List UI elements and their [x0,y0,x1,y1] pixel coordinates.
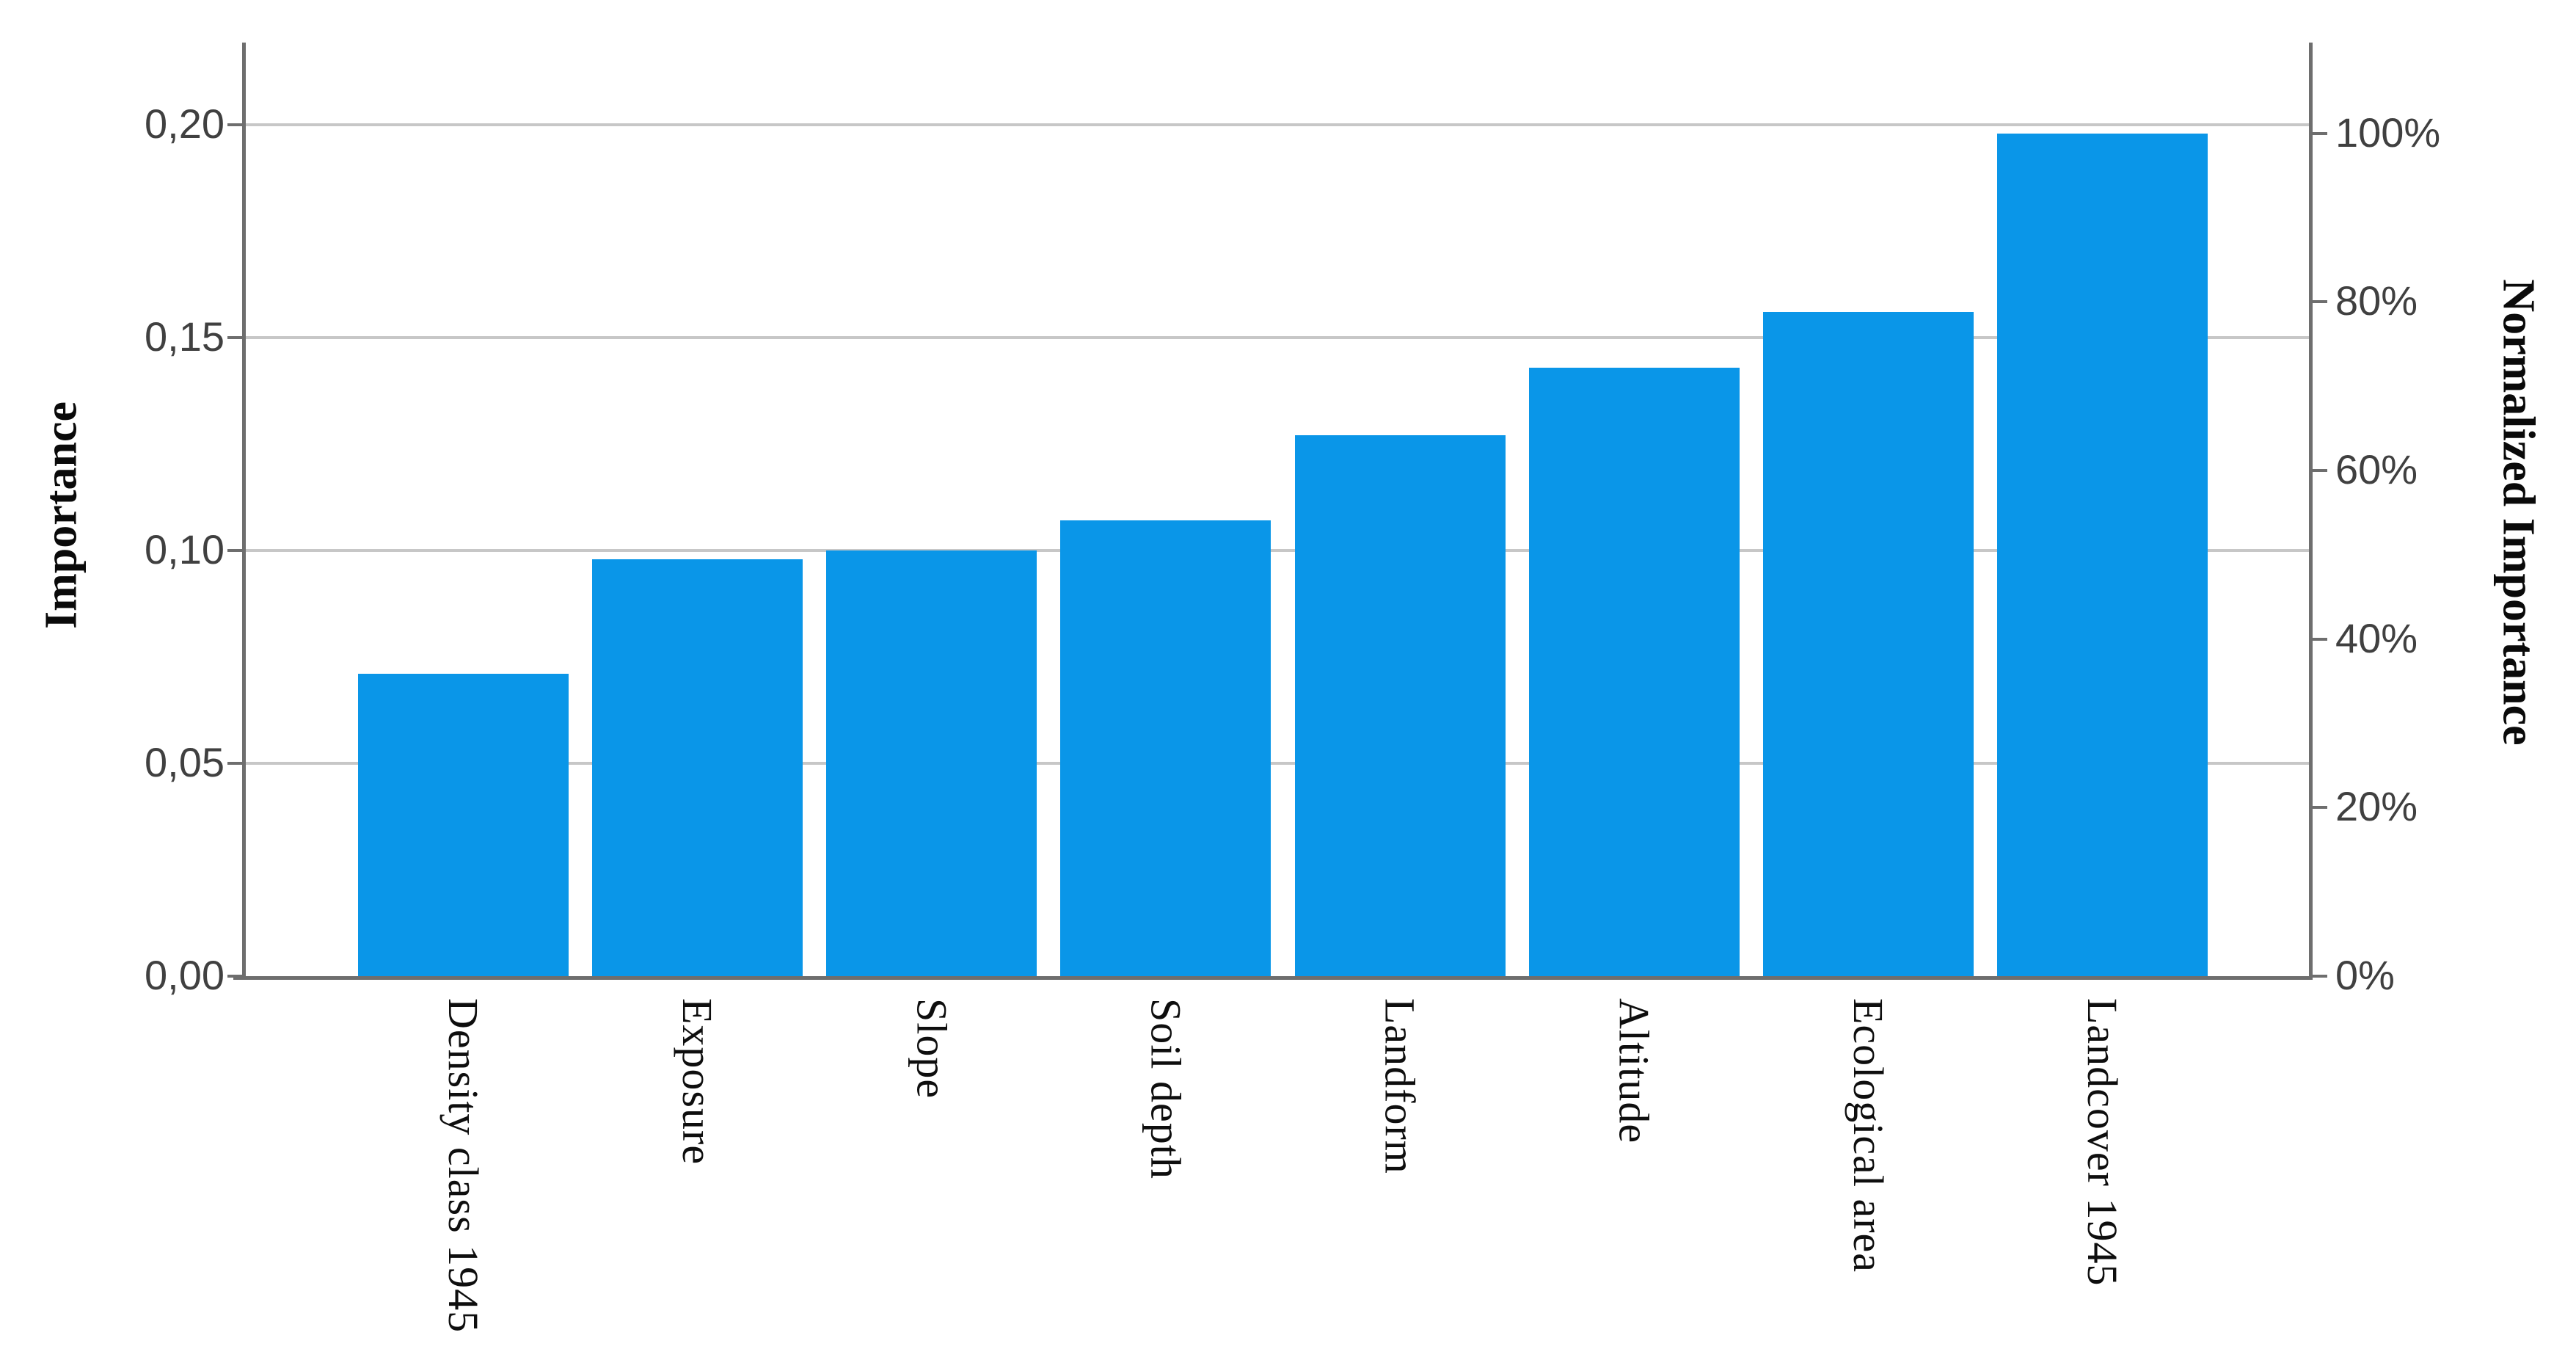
gridline [242,123,2313,126]
gridline [242,336,2313,339]
y-axis-right-line [2309,43,2313,980]
y-right-tick-mark [2313,468,2327,472]
y-right-tick-mark [2313,975,2327,978]
y-right-tick-label: 0% [2335,952,2395,999]
x-category-label: Landcover 1945 [2078,998,2126,1287]
x-category-label: Altitude [1610,998,1658,1144]
y-left-tick-label: 0,20 [145,101,225,148]
bar [1528,367,1740,976]
y-right-tick-mark [2313,637,2327,641]
y-left-tick-label: 0,00 [145,952,225,999]
y-left-tick-mark [227,975,242,978]
y-right-tick-label: 40% [2335,614,2418,661]
bar [592,559,803,976]
y-left-tick-label: 0,05 [145,739,225,786]
bar [1996,133,2208,976]
y-left-tick-label: 0,15 [145,313,225,360]
y-left-tick-mark [227,123,242,126]
y-left-tick-mark [227,549,242,552]
y-left-tick-mark [227,762,242,765]
y-axis-title-right: Normalized Importance [2493,279,2544,746]
x-category-label: Slope [908,998,956,1099]
x-category-label: Soil depth [1142,998,1190,1179]
y-right-tick-mark [2313,300,2327,304]
y-right-tick-label: 100% [2335,109,2441,156]
bar [826,550,1037,976]
bar [1762,312,1974,976]
x-category-label: Density class 1945 [439,998,487,1334]
bar [1060,520,1271,976]
gridline [242,549,2313,552]
x-category-label: Exposure [674,998,722,1166]
y-right-tick-mark [2313,131,2327,135]
y-axis-left-line [242,43,246,980]
x-category-label: Landform [1376,998,1424,1174]
y-right-tick-label: 20% [2335,783,2418,830]
y-right-tick-label: 60% [2335,446,2418,493]
bar [358,674,569,976]
x-axis-line [233,976,2313,980]
gridline [242,762,2313,765]
y-axis-title-left: Importance [36,401,87,629]
y-left-tick-mark [227,336,242,339]
y-left-tick-label: 0,10 [145,526,225,573]
y-right-tick-mark [2313,806,2327,810]
y-right-tick-label: 80% [2335,277,2418,324]
x-category-label: Ecological area [1844,998,1892,1273]
bar [1294,435,1506,976]
